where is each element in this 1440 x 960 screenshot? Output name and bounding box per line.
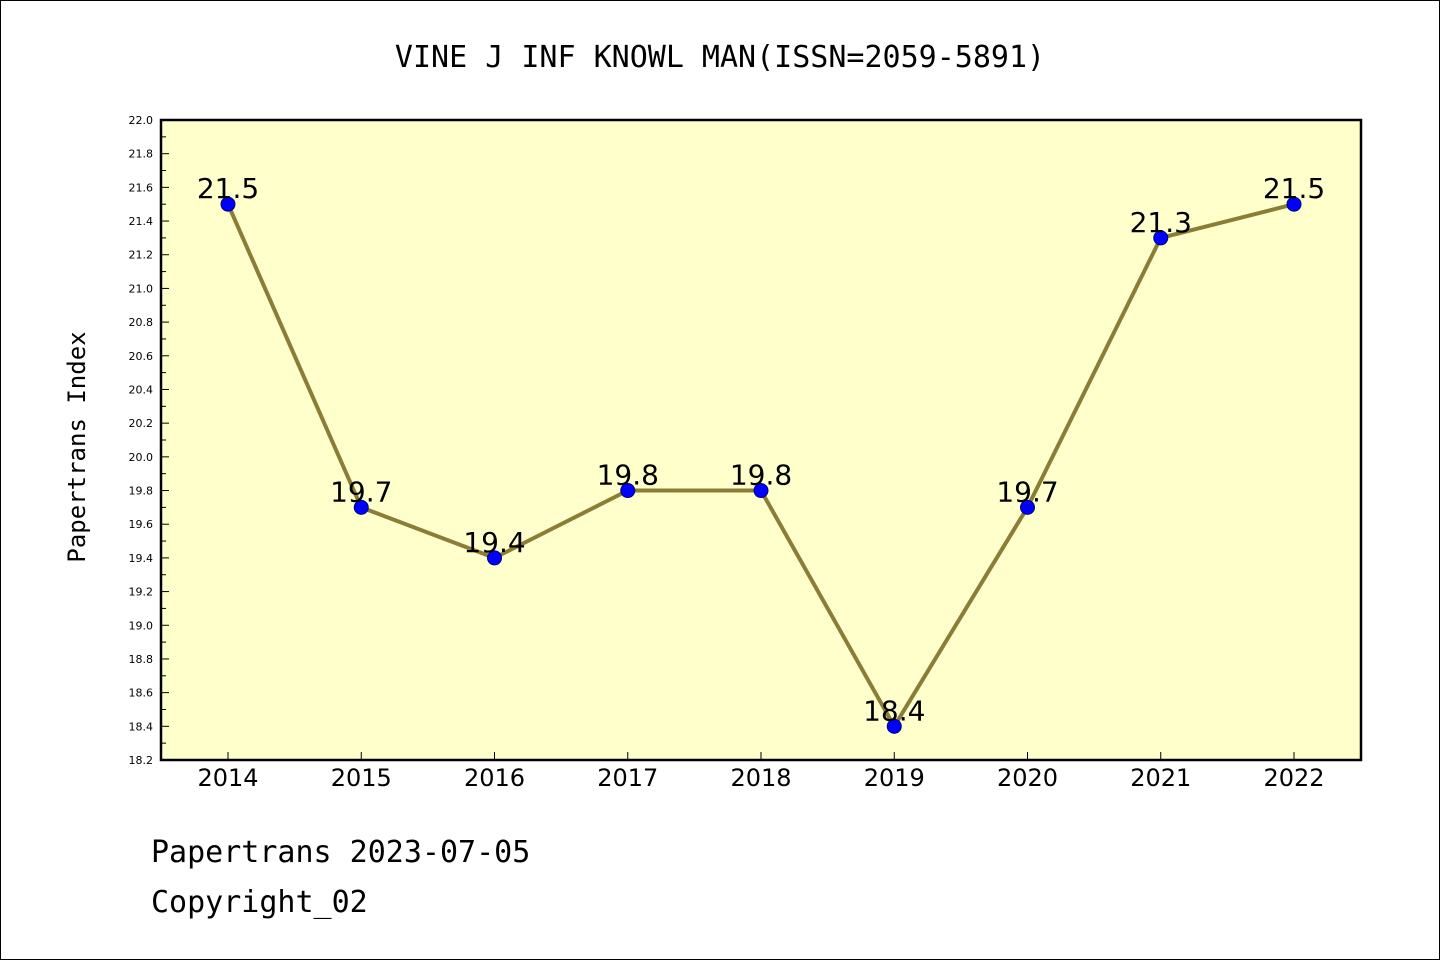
y-tick-label: 22.0 — [129, 114, 154, 127]
y-tick-label: 20.2 — [129, 417, 154, 430]
y-tick-label: 20.8 — [129, 316, 154, 329]
data-label: 19.8 — [730, 459, 792, 492]
data-point — [753, 483, 769, 499]
x-tick-label: 2014 — [197, 764, 258, 792]
y-tick-label: 19.2 — [129, 586, 154, 599]
data-label: 21.5 — [197, 172, 259, 205]
y-tick-label: 21.4 — [129, 215, 154, 228]
data-point — [1286, 196, 1302, 212]
chart-title: VINE J INF KNOWL MAN(ISSN=2059-5891) — [395, 40, 1045, 75]
data-label: 21.3 — [1130, 206, 1192, 239]
plot-area — [161, 120, 1361, 760]
data-label: 21.5 — [1263, 172, 1325, 205]
x-tick-label: 2021 — [1130, 764, 1191, 792]
x-tick-label: 2017 — [597, 764, 658, 792]
data-point — [487, 550, 502, 566]
y-tick-label: 19.0 — [129, 619, 154, 632]
data-point — [1020, 499, 1035, 515]
y-tick-label: 19.6 — [129, 518, 154, 531]
x-axis-ticks: 2014 2015 2016 2017 2018 2019 2020 2021 2022 — [197, 752, 1325, 792]
y-axis-label: Papertrans Index — [63, 331, 91, 562]
data-point — [886, 718, 902, 734]
data-point — [1153, 230, 1169, 246]
data-point — [353, 499, 369, 515]
x-tick-label: 2020 — [997, 764, 1058, 792]
data-label: 19.8 — [597, 459, 659, 492]
x-tick-label: 2019 — [864, 764, 925, 792]
data-labels: 21.5 19.7 19.4 19.8 19.8 18.4 19.7 21.3 21.5 — [197, 172, 1325, 727]
y-tick-label: 21.0 — [129, 282, 154, 295]
y-tick-label: 20.0 — [129, 451, 154, 464]
y-tick-label: 20.6 — [129, 350, 154, 363]
y-tick-label: 21.6 — [129, 181, 154, 194]
y-tick-label: 18.4 — [129, 720, 154, 733]
y-tick-label: 19.4 — [129, 552, 154, 565]
y-tick-label: 18.8 — [129, 653, 154, 666]
data-point — [220, 196, 236, 212]
data-label: 19.7 — [996, 475, 1058, 508]
x-tick-label: 2018 — [730, 764, 791, 792]
data-markers — [220, 196, 1302, 734]
data-label: 19.4 — [463, 526, 525, 559]
x-tick-label: 2022 — [1263, 764, 1324, 792]
y-tick-label: 21.8 — [129, 148, 154, 161]
y-tick-label: 20.4 — [129, 383, 154, 396]
footer-copyright: Copyright_02 — [151, 885, 368, 920]
y-tick-label: 18.6 — [129, 687, 154, 700]
plot-border — [159, 118, 1363, 762]
data-label: 19.7 — [330, 475, 392, 508]
y-tick-label: 19.8 — [129, 485, 154, 498]
y-tick-label: 18.2 — [129, 754, 154, 767]
data-point — [620, 483, 636, 499]
x-tick-label: 2015 — [331, 764, 392, 792]
y-tick-label: 21.2 — [129, 249, 154, 262]
data-label: 18.4 — [863, 694, 925, 727]
footer-date: Papertrans 2023-07-05 — [151, 835, 531, 870]
x-tick-label: 2016 — [464, 764, 525, 792]
y-axis-ticks: 18.2 18.4 18.6 18.8 19.0 19.2 19.4 19.6 19.8 20.0… — [129, 114, 169, 767]
